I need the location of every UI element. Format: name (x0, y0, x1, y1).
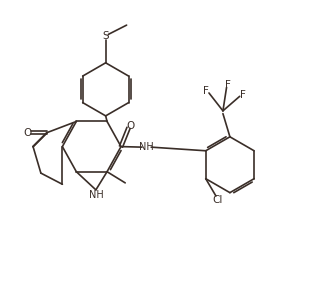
Text: O: O (23, 128, 32, 138)
Text: Cl: Cl (212, 195, 223, 205)
Text: S: S (102, 31, 109, 41)
Text: F: F (203, 86, 209, 96)
Text: NH: NH (139, 142, 153, 152)
Text: NH: NH (89, 190, 103, 200)
Text: F: F (225, 80, 231, 90)
Text: O: O (127, 121, 135, 131)
Text: F: F (240, 90, 245, 100)
